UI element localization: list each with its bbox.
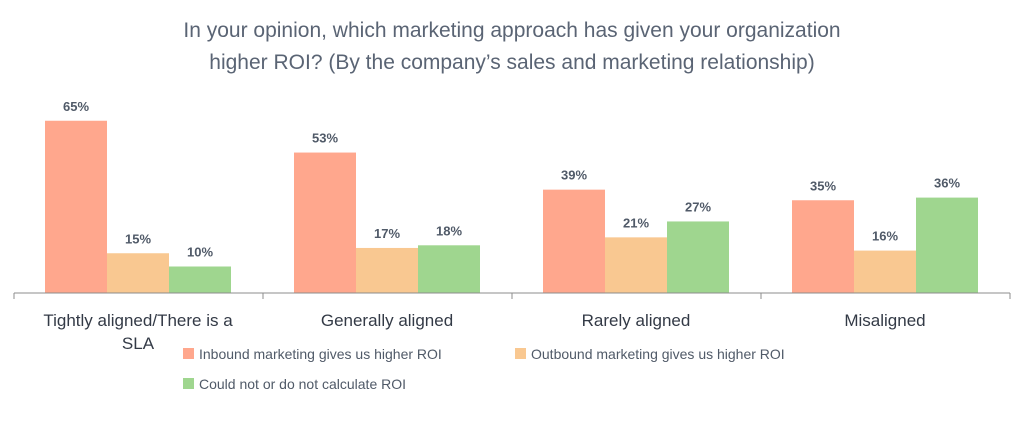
bar-series-2-category-1 [107,253,169,293]
bar-series-3-category-3 [667,221,729,293]
bar-series-1-category-1 [45,120,107,293]
data-label-series-2-category-2: 17% [374,226,400,241]
category-label-1-line-2: SLA [122,334,155,353]
data-label-series-2-category-1: 15% [125,231,151,246]
category-label-2-line-1: Generally aligned [321,311,453,330]
bar-series-1-category-2 [294,152,356,293]
data-label-series-1-category-1: 65% [63,99,89,114]
data-label-series-1-category-4: 35% [810,178,836,193]
legend: Inbound marketing gives us higher ROI Out… [183,346,785,392]
legend-label-1: Inbound marketing gives us higher ROI [199,346,442,362]
bar-series-2-category-3 [605,237,667,293]
legend-label-2: Outbound marketing gives us higher ROI [531,346,785,362]
bars [45,120,978,293]
category-label-3-line-1: Rarely aligned [582,311,691,330]
data-label-series-2-category-4: 16% [872,229,898,244]
legend-label-3: Could not or do not calculate ROI [199,376,406,392]
chart-title-line-1: In your opinion, which marketing approac… [183,19,840,42]
legend-swatch-2 [515,348,526,359]
category-labels: Tightly aligned/There is a SLA Generally a… [43,311,925,353]
chart-title-line-2: higher ROI? (By the company’s sales and … [209,51,814,74]
bar-series-2-category-2 [356,247,418,293]
data-label-series-2-category-3: 21% [623,215,649,230]
x-axis [13,292,1011,299]
bar-series-2-category-4 [854,250,916,293]
data-labels: 65% 53% 39% 35% 15% 17% 21% 16% 10% 18% 27% 36% [63,99,960,260]
bar-series-1-category-3 [543,189,605,293]
data-label-series-3-category-2: 18% [436,223,462,238]
data-label-series-3-category-4: 36% [934,176,960,191]
legend-swatch-3 [183,378,194,389]
bar-series-3-category-2 [418,245,480,293]
category-label-1-line-1: Tightly aligned/There is a [43,311,233,330]
chart-title: In your opinion, which marketing approac… [183,19,840,74]
data-label-series-1-category-3: 39% [561,168,587,183]
data-label-series-3-category-3: 27% [685,199,711,214]
bar-series-1-category-4 [792,200,854,293]
bar-series-3-category-1 [169,266,231,293]
category-label-4-line-1: Misaligned [844,311,925,330]
data-label-series-3-category-1: 10% [187,245,213,260]
data-label-series-1-category-2: 53% [312,131,338,146]
bar-series-3-category-4 [916,197,978,293]
legend-swatch-1 [183,348,194,359]
